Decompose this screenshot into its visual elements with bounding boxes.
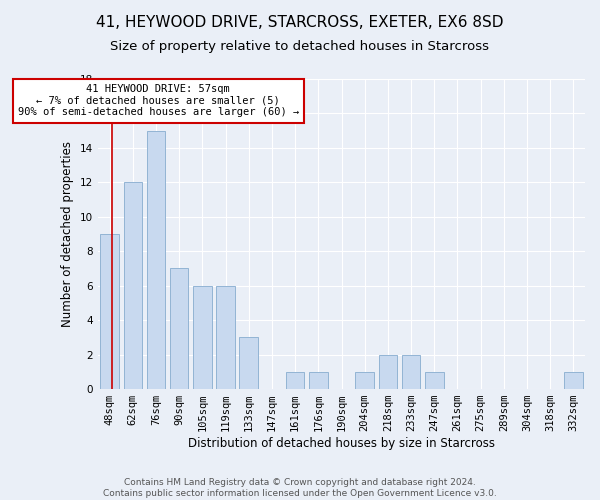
Bar — [286, 372, 304, 389]
Bar — [100, 234, 119, 389]
Text: Contains HM Land Registry data © Crown copyright and database right 2024.
Contai: Contains HM Land Registry data © Crown c… — [103, 478, 497, 498]
Bar — [239, 338, 258, 389]
X-axis label: Distribution of detached houses by size in Starcross: Distribution of detached houses by size … — [188, 437, 495, 450]
Bar — [425, 372, 443, 389]
Bar — [309, 372, 328, 389]
Bar — [402, 354, 421, 389]
Bar — [193, 286, 212, 389]
Bar — [147, 130, 165, 389]
Text: 41, HEYWOOD DRIVE, STARCROSS, EXETER, EX6 8SD: 41, HEYWOOD DRIVE, STARCROSS, EXETER, EX… — [96, 15, 504, 30]
Text: 41 HEYWOOD DRIVE: 57sqm
← 7% of detached houses are smaller (5)
90% of semi-deta: 41 HEYWOOD DRIVE: 57sqm ← 7% of detached… — [18, 84, 299, 117]
Y-axis label: Number of detached properties: Number of detached properties — [61, 141, 74, 327]
Bar — [124, 182, 142, 389]
Bar — [217, 286, 235, 389]
Bar — [170, 268, 188, 389]
Bar — [564, 372, 583, 389]
Text: Size of property relative to detached houses in Starcross: Size of property relative to detached ho… — [110, 40, 490, 53]
Bar — [379, 354, 397, 389]
Bar — [355, 372, 374, 389]
